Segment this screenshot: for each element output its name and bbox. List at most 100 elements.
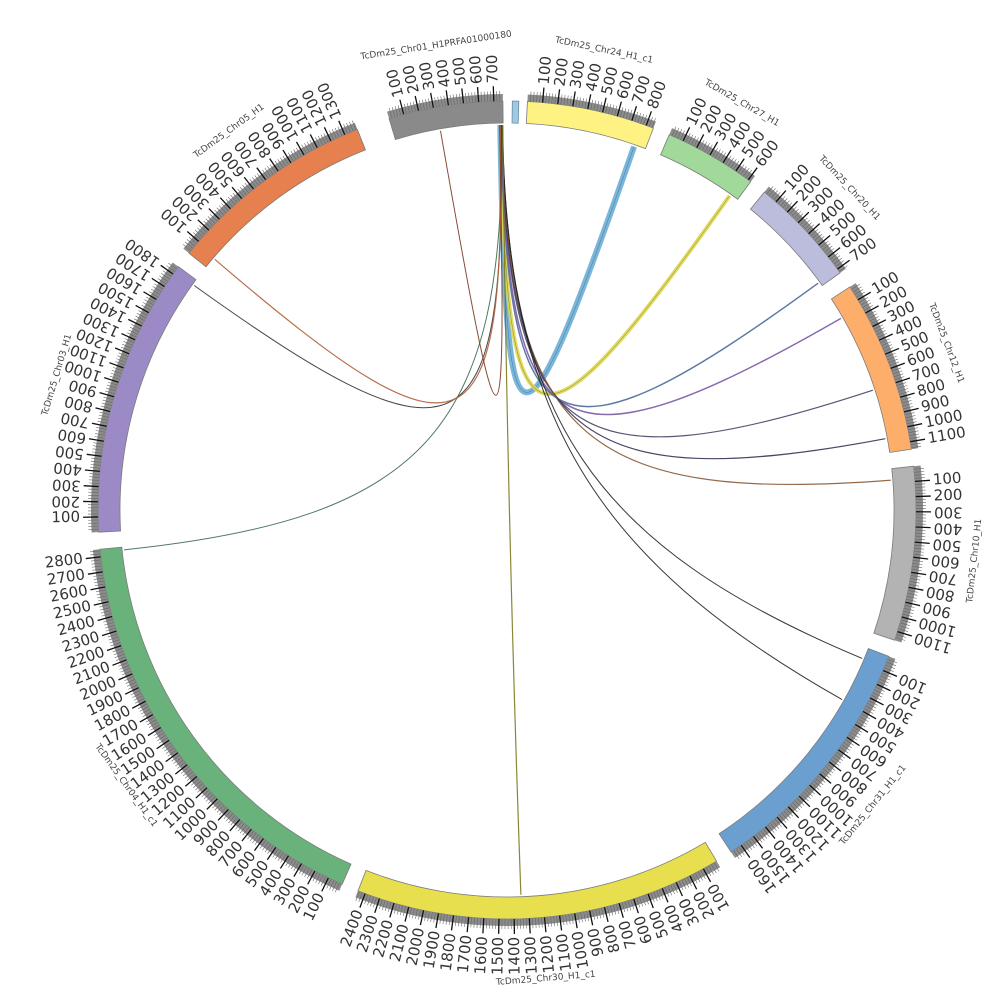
tick-label: 500	[932, 535, 962, 555]
minor-tick	[90, 463, 101, 466]
minor-tick	[898, 388, 909, 392]
minor-tick	[232, 192, 240, 201]
minor-tick	[885, 664, 895, 669]
minor-tick	[779, 814, 787, 823]
link-chr01-chr04-10	[124, 125, 503, 551]
minor-tick	[905, 415, 916, 419]
minor-tick	[188, 236, 197, 244]
major-tick	[206, 798, 218, 810]
minor-tick	[866, 310, 876, 316]
minor-tick	[650, 892, 655, 903]
major-tick	[83, 485, 99, 488]
minor-tick	[290, 150, 297, 160]
minor-tick	[254, 836, 262, 845]
major-tick	[87, 571, 103, 575]
minor-tick	[91, 457, 102, 460]
minor-tick	[913, 550, 924, 553]
minor-tick	[468, 92, 470, 103]
minor-tick	[93, 574, 104, 577]
major-tick	[837, 259, 850, 270]
minor-tick	[881, 673, 892, 678]
minor-tick	[318, 875, 324, 885]
major-tick	[910, 438, 926, 443]
minor-tick	[912, 563, 923, 565]
ticks-layer	[83, 86, 931, 934]
major-tick	[219, 197, 231, 210]
links-layer	[124, 125, 891, 895]
major-tick	[435, 913, 440, 929]
minor-tick	[367, 895, 372, 906]
minor-tick	[207, 216, 216, 224]
minor-tick	[192, 232, 201, 240]
minor-tick	[887, 658, 898, 664]
ideogram-chr05	[188, 128, 366, 268]
minor-tick	[115, 656, 126, 661]
minor-tick	[851, 729, 861, 736]
minor-tick	[608, 104, 612, 114]
minor-tick	[164, 745, 173, 752]
minor-tick	[569, 95, 572, 106]
major-tick	[616, 101, 622, 117]
minor-tick	[614, 105, 618, 116]
minor-tick	[415, 909, 418, 919]
minor-tick	[91, 559, 102, 562]
minor-tick	[848, 734, 858, 741]
major-tick	[93, 601, 109, 606]
major-tick	[114, 347, 130, 355]
minor-tick	[906, 421, 917, 425]
tick-label: 600	[56, 425, 87, 448]
major-tick	[735, 158, 745, 172]
minor-tick	[738, 164, 745, 173]
minor-tick	[149, 291, 159, 298]
minor-tick	[536, 92, 538, 103]
minor-tick	[720, 152, 727, 162]
major-tick	[389, 902, 395, 918]
minor-tick	[856, 291, 866, 298]
minor-tick	[906, 595, 917, 599]
ideogram-chr03	[97, 266, 197, 533]
minor-tick	[334, 882, 340, 893]
minor-tick	[219, 807, 227, 815]
minor-tick	[331, 129, 337, 139]
minor-tick	[272, 848, 279, 858]
minor-tick	[90, 467, 101, 469]
minor-tick	[223, 811, 231, 820]
minor-tick	[439, 913, 442, 924]
major-tick	[85, 556, 101, 560]
major-tick	[827, 247, 841, 258]
major-tick	[854, 723, 869, 733]
minor-tick	[112, 648, 123, 653]
minor-tick	[346, 122, 351, 133]
minor-tick	[107, 381, 118, 386]
minor-tick	[624, 901, 629, 912]
major-tick	[419, 910, 425, 926]
minor-tick	[230, 817, 238, 826]
minor-tick	[553, 916, 556, 927]
minor-tick	[795, 213, 804, 221]
minor-tick	[541, 917, 543, 928]
minor-tick	[841, 744, 851, 751]
minor-tick	[833, 257, 843, 265]
minor-tick	[205, 794, 214, 802]
minor-tick	[533, 91, 535, 102]
minor-tick	[820, 240, 829, 248]
minor-tick	[106, 387, 116, 392]
major-tick	[682, 127, 691, 142]
minor-tick	[387, 902, 392, 912]
minor-tick	[207, 796, 216, 804]
minor-tick	[137, 703, 148, 709]
minor-tick	[88, 482, 99, 484]
minor-tick	[89, 473, 100, 475]
minor-tick	[851, 283, 861, 290]
minor-tick	[901, 400, 912, 404]
major-tick	[914, 479, 931, 483]
minor-tick	[177, 762, 186, 769]
minor-tick	[762, 828, 770, 837]
major-tick	[174, 764, 188, 775]
ideogram-layer	[97, 100, 917, 920]
minor-tick	[418, 909, 421, 920]
tick-label: 2800	[44, 549, 84, 571]
minor-tick	[904, 412, 915, 416]
minor-tick	[209, 214, 218, 222]
major-tick	[121, 332, 136, 341]
